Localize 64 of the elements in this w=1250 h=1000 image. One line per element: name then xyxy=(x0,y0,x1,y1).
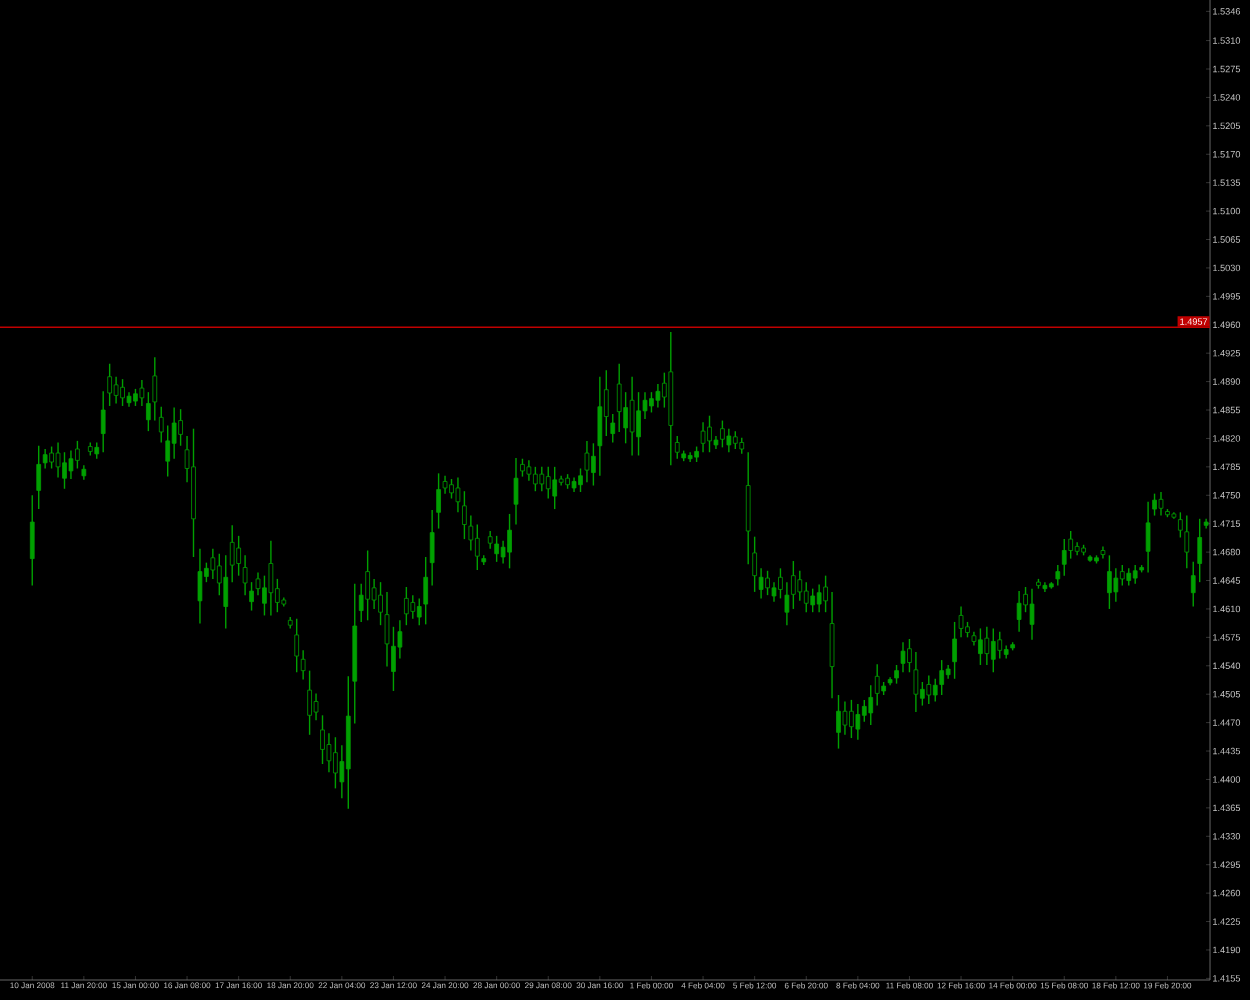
candlestick xyxy=(726,428,732,453)
candlestick xyxy=(1132,564,1138,585)
candlestick xyxy=(539,466,545,492)
candlestick xyxy=(849,699,854,739)
candlestick xyxy=(1113,567,1119,603)
candlestick xyxy=(229,524,235,583)
candlestick xyxy=(307,669,312,736)
candlestick xyxy=(210,548,216,580)
candlestick xyxy=(984,626,990,666)
candlestick xyxy=(829,591,835,699)
candlestick xyxy=(268,540,274,617)
candlestick xyxy=(1055,564,1061,587)
candlestick xyxy=(655,383,661,409)
candlestick xyxy=(1100,545,1106,560)
candlestick xyxy=(333,736,338,790)
candlestick xyxy=(120,378,125,407)
candlestick xyxy=(1158,491,1164,517)
candlestick xyxy=(810,587,816,613)
candlestick xyxy=(978,627,983,666)
candlestick xyxy=(507,513,512,570)
candlestick xyxy=(1184,514,1190,570)
candlestick xyxy=(797,570,803,602)
candlestick xyxy=(649,391,654,414)
candlestick xyxy=(1061,538,1067,577)
candlestick xyxy=(855,703,861,741)
candlestick xyxy=(1029,587,1035,641)
candlestick xyxy=(223,554,229,630)
candlestick xyxy=(113,376,119,405)
candlestick xyxy=(171,406,177,460)
candlestick xyxy=(513,457,519,526)
candlestick xyxy=(700,421,706,453)
candlestick xyxy=(707,415,712,453)
candlestick xyxy=(952,621,957,680)
candlestick xyxy=(36,445,42,510)
candlestick xyxy=(1145,501,1151,574)
candlestick xyxy=(1016,590,1022,633)
candlestick xyxy=(939,659,945,696)
candlestick xyxy=(294,617,300,673)
candlestick xyxy=(874,663,880,707)
candlestick xyxy=(526,459,532,482)
candlestick xyxy=(49,445,54,470)
candlestick xyxy=(990,627,996,673)
candlestick xyxy=(552,466,558,510)
candlestick xyxy=(494,535,499,563)
candlestick xyxy=(29,494,35,587)
candlestick xyxy=(313,692,319,721)
candlestick xyxy=(816,583,822,613)
candlestick xyxy=(900,641,906,673)
candlestick xyxy=(629,376,635,457)
candlestick xyxy=(533,466,538,492)
candlestick xyxy=(765,570,770,596)
candlestick xyxy=(404,586,409,626)
candlestick xyxy=(674,435,680,460)
candlestick xyxy=(803,581,809,613)
candlestick xyxy=(365,549,370,622)
candlestick xyxy=(926,674,932,705)
candlestick xyxy=(1107,554,1112,610)
candlestick xyxy=(836,694,841,750)
candlestick xyxy=(720,419,725,449)
candlestick xyxy=(474,523,480,571)
candlestick xyxy=(197,548,203,625)
candlestick xyxy=(410,594,416,620)
candlestick xyxy=(842,700,848,736)
candlestick xyxy=(320,714,325,765)
